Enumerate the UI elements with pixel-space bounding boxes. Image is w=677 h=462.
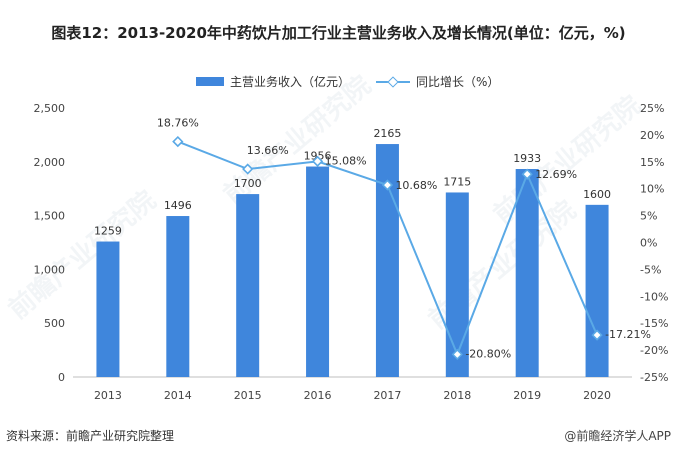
growth-marker (521, 168, 533, 180)
y-right-tick-label: -15% (640, 317, 668, 330)
y-left-tick-label: 1,500 (34, 210, 66, 223)
x-tick-label: 2013 (94, 389, 122, 402)
bar-value-label: 1600 (583, 188, 611, 201)
legend-label-revenue: 主营业务收入（亿元） (230, 75, 351, 89)
bar (445, 192, 469, 377)
x-tick-label: 2016 (304, 389, 332, 402)
y-right-tick-label: 20% (640, 129, 664, 142)
y-left-tick-label: 2,000 (34, 156, 66, 169)
growth-marker (311, 155, 324, 168)
y-left-tick-label: 0 (58, 371, 65, 384)
growth-value-label: -20.80% (465, 347, 511, 360)
growth-value-label: -17.21% (605, 328, 651, 341)
growth-value-label: 18.76% (157, 117, 199, 130)
growth-value-label: 10.68% (395, 179, 437, 192)
y-right-tick-label: 5% (640, 210, 657, 223)
x-tick-label: 2018 (443, 389, 471, 402)
bar (306, 166, 330, 377)
bar (585, 204, 609, 377)
legend-line-swatch (376, 76, 410, 88)
x-tick-label: 2017 (373, 389, 401, 402)
bar (375, 144, 399, 377)
y-left-tick-label: 1,000 (34, 263, 66, 276)
bar-value-label: 1715 (443, 175, 471, 188)
growth-value-label: 12.69% (535, 168, 577, 181)
y-left-tick-label: 500 (44, 317, 65, 330)
growth-value-label: 15.08% (325, 154, 367, 167)
x-tick-label: 2015 (234, 389, 262, 402)
growth-marker (591, 329, 603, 341)
bar (515, 169, 539, 377)
x-tick-label: 2019 (513, 389, 541, 402)
y-right-tick-label: 25% (640, 102, 664, 115)
bar (236, 194, 260, 377)
bar-value-label: 1933 (513, 152, 541, 165)
y-right-tick-label: -20% (640, 344, 668, 357)
bar-value-label: 2165 (373, 127, 401, 140)
legend: 主营业务收入（亿元） 同比增长（%） (0, 73, 677, 91)
growth-marker (381, 179, 394, 191)
growth-marker (172, 135, 184, 148)
y-right-tick-label: 10% (640, 183, 664, 196)
brand-note: @前瞻经济学人APP (564, 429, 671, 443)
x-tick-label: 2020 (583, 389, 611, 402)
bar-value-label: 1700 (234, 177, 262, 190)
bar (96, 241, 120, 377)
y-right-tick-label: 15% (640, 156, 664, 169)
legend-item-growth: 同比增长（%） (376, 73, 499, 90)
y-right-tick-label: -25% (640, 371, 668, 384)
bar-value-label: 1259 (94, 225, 122, 238)
growth-marker (242, 163, 254, 175)
y-right-tick-label: -5% (640, 263, 661, 276)
legend-label-growth: 同比增长（%） (416, 75, 500, 89)
source-note: 资料来源：前瞻产业研究院整理 (6, 429, 175, 443)
legend-item-revenue: 主营业务收入（亿元） (196, 73, 350, 90)
y-right-tick-label: -10% (640, 290, 668, 303)
growth-marker (451, 348, 463, 361)
legend-bar-swatch (196, 77, 224, 86)
y-right-tick-label: 0% (640, 237, 657, 250)
bar-value-label: 1496 (164, 199, 192, 212)
y-left-tick-label: 2,500 (34, 102, 66, 115)
chart-title: 图表12：2013-2020年中药饮片加工行业主营业务收入及增长情况(单位：亿元… (51, 24, 626, 42)
x-tick-label: 2014 (164, 389, 192, 402)
growth-value-label: 13.66% (247, 144, 289, 157)
bar (166, 216, 190, 377)
